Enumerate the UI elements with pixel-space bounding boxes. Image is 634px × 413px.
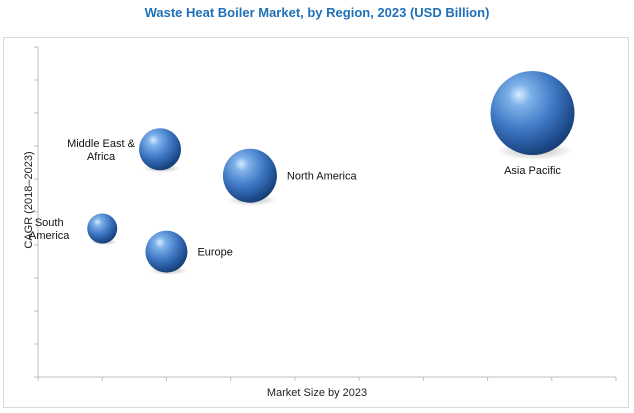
- bubble-label-middle-east-africa: Africa: [87, 151, 116, 163]
- bubble-label-asia-pacific: Asia Pacific: [504, 165, 561, 177]
- bubble-label-middle-east-africa: Middle East &: [67, 138, 136, 150]
- bubble-north-america: [222, 148, 277, 203]
- bubble-middle-east-africa: [139, 128, 182, 171]
- bubble-label-north-america: North America: [287, 171, 358, 183]
- bubble-label-europe: Europe: [197, 247, 232, 259]
- bubble-label-south-america: South: [35, 217, 64, 229]
- chart-frame: [3, 37, 629, 408]
- axes: [34, 46, 617, 381]
- bubble-south-america: [87, 213, 118, 244]
- bubble-asia-pacific: [490, 71, 575, 155]
- x-axis-label: Market Size by 2023: [266, 387, 368, 399]
- bubbles-layer: [87, 71, 575, 276]
- bubble-label-south-america: America: [29, 230, 70, 242]
- labels-layer: Asia Pacific North America Middle East &Af…: [29, 138, 561, 259]
- chart-title: Waste Heat Boiler Market, by Region, 202…: [144, 5, 490, 20]
- bubble-europe: [145, 230, 188, 273]
